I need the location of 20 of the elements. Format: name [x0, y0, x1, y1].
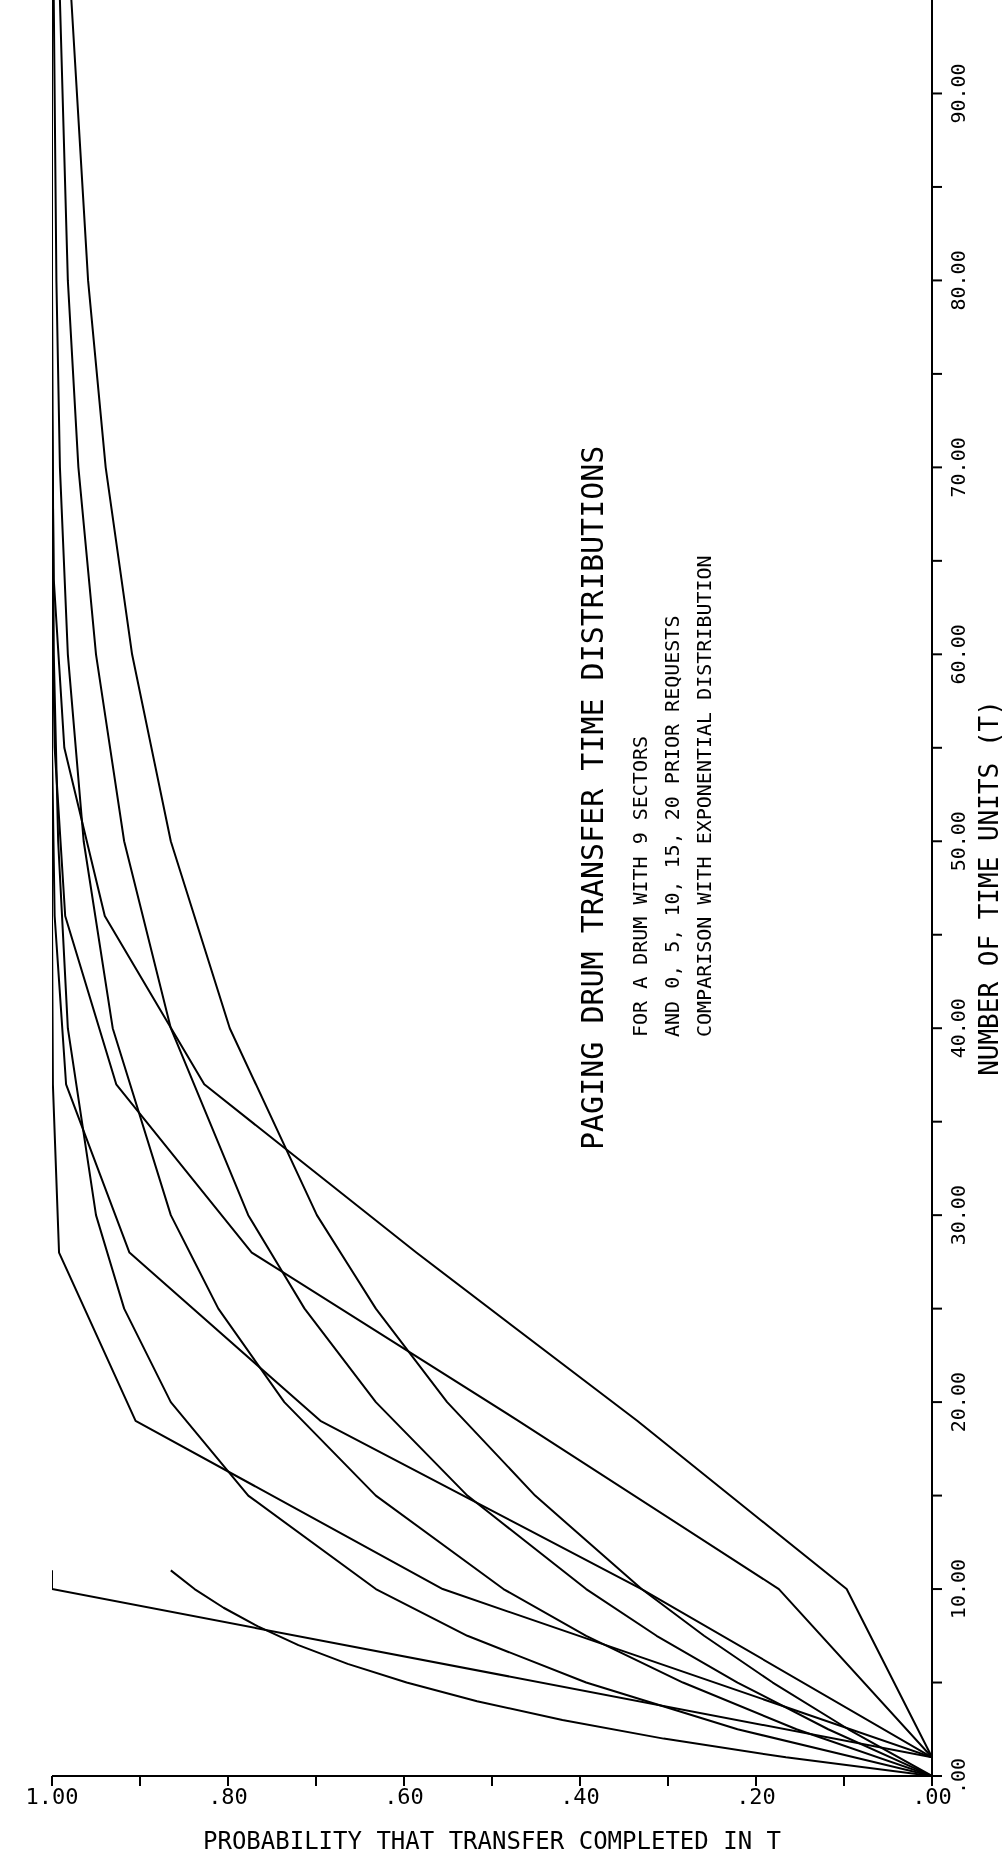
x-tick-label: .20	[736, 1783, 776, 1809]
y-tick-label: 20.00	[946, 1372, 970, 1433]
x-axis-title: PROBABILITY THAT TRANSFER COMPLETED IN T	[203, 1827, 781, 1855]
y-tick-label: 60.00	[946, 624, 970, 685]
x-tick-label: 1.00	[25, 1783, 79, 1809]
y-tick-label: 80.00	[946, 250, 970, 311]
y-tick-label: 90.00	[946, 63, 970, 124]
y-tick-label: 40.00	[946, 998, 970, 1059]
x-tick-label: .80	[208, 1783, 248, 1809]
text: PAGING DRUM TRANSFER TIME DISTRIBUTIONS	[575, 445, 610, 1150]
x-tick-label: .60	[384, 1783, 424, 1809]
y-tick-label: 70.00	[946, 437, 970, 498]
y-tick-label: 30.00	[946, 1185, 970, 1246]
annotation: AND 0, 5, 10, 15, 20 PRIOR REQUESTS	[659, 614, 685, 1037]
y-tick-label: 50.00	[946, 811, 970, 872]
annotation: COMPARISON WITH EXPONENTIAL DISTRIBUTION	[691, 554, 717, 1037]
y-axis-title: NUMBER OF TIME UNITS (T)	[974, 700, 1005, 1076]
x-tick-label: .40	[560, 1783, 600, 1809]
annotation: FOR A DRUM WITH 9 SECTORS	[627, 734, 653, 1037]
y-tick-label: 10.00	[946, 1558, 970, 1620]
